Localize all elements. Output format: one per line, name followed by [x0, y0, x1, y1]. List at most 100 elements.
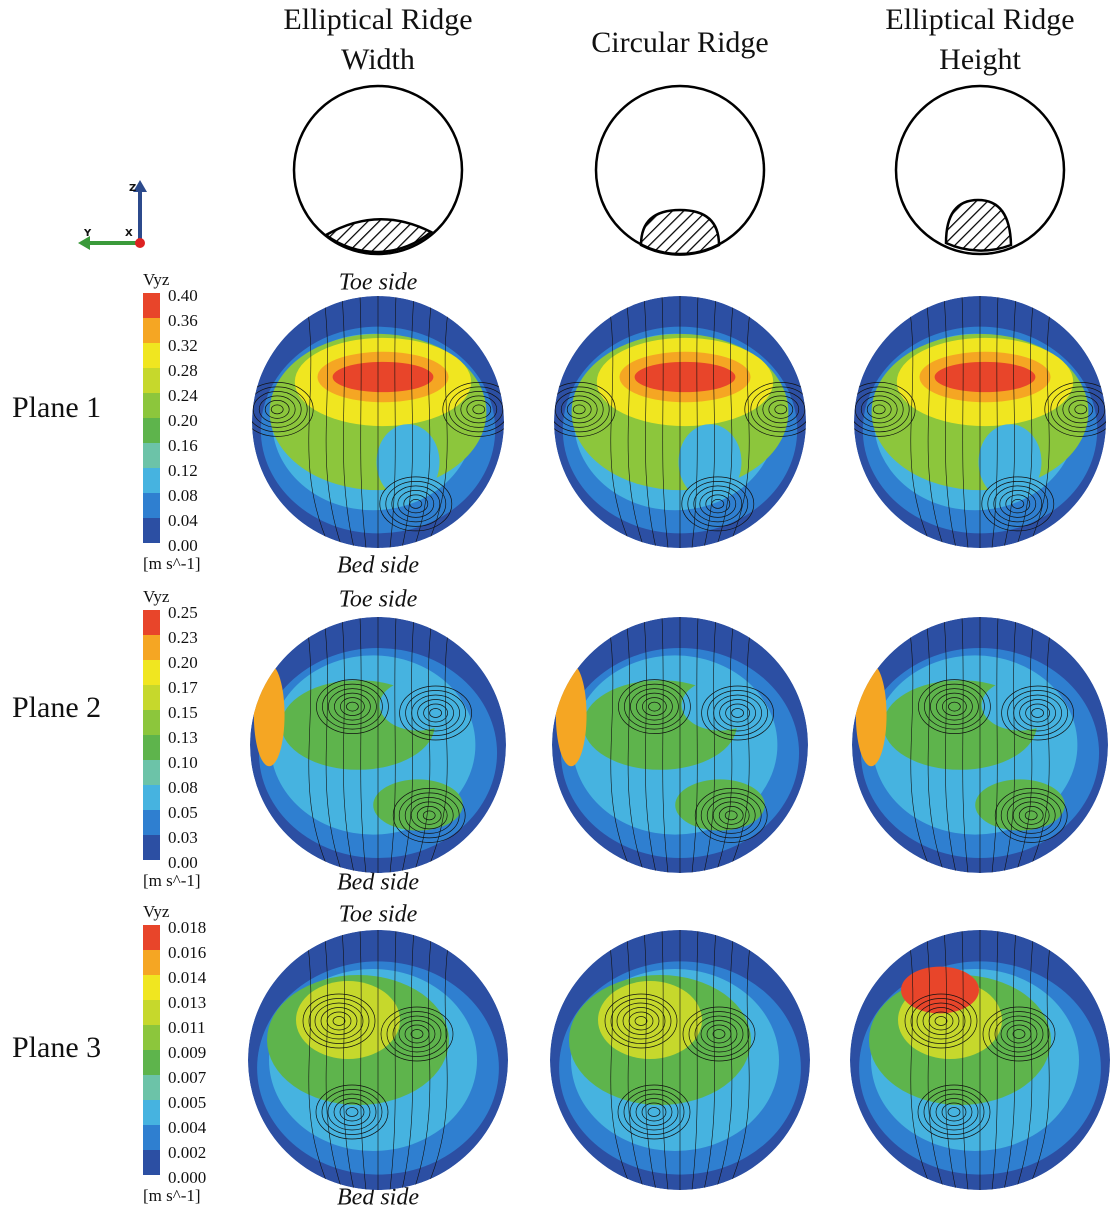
colorbar-band	[143, 493, 160, 518]
contour-band	[333, 362, 434, 392]
contour-band	[935, 362, 1036, 392]
colorbar-tick-label: 0.013	[168, 993, 206, 1012]
colorbar-tick-label: 0.007	[168, 1068, 207, 1087]
column-header: Elliptical Ridge	[283, 3, 472, 36]
colorbar-tick-label: 0.36	[168, 311, 198, 330]
colorbar-title: Vyz	[143, 587, 170, 606]
colorbar-tick-label: 0.28	[168, 361, 198, 380]
colorbar-band	[143, 343, 160, 368]
colorbar-tick-label: 0.004	[168, 1118, 207, 1137]
colorbar-tick-label: 0.40	[168, 286, 198, 305]
column-header: Width	[341, 43, 415, 76]
contour-plot	[250, 617, 506, 873]
colorbar-title: Vyz	[143, 270, 170, 289]
colorbar-band	[143, 810, 160, 835]
contour-plot	[843, 296, 1112, 548]
ridge	[641, 210, 719, 255]
colorbar-unit: [m s^-1]	[143, 554, 201, 573]
axis-label: Y	[83, 228, 92, 239]
colorbar-tick-label: 0.12	[168, 461, 198, 480]
colorbar-band	[143, 660, 160, 685]
colorbar-band	[143, 710, 160, 735]
colorbar-band	[143, 735, 160, 760]
colorbar-band	[143, 368, 160, 393]
contour-plot	[852, 617, 1108, 873]
colorbar-tick-label: 0.05	[168, 803, 198, 822]
colorbar-band	[143, 925, 160, 950]
colorbar-unit: [m s^-1]	[143, 871, 201, 890]
column-header: Circular Ridge	[591, 26, 768, 59]
colorbar-band	[143, 835, 160, 860]
colorbar-tick-label: 0.08	[168, 778, 198, 797]
x-axis	[135, 238, 145, 248]
axis-label: Z	[129, 183, 136, 194]
ridge	[946, 200, 1011, 251]
colorbar-tick-label: 0.04	[168, 511, 198, 530]
side-label: Toe side	[339, 587, 418, 613]
contour-plot	[248, 930, 508, 1190]
colorbar: Vyz0.400.360.320.280.240.200.160.120.080…	[143, 270, 201, 573]
contour-band	[856, 664, 887, 766]
colorbar-tick-label: 0.20	[168, 653, 198, 672]
colorbar-tick-label: 0.32	[168, 336, 198, 355]
column-header: Elliptical Ridge	[885, 3, 1074, 36]
colorbar-tick-label: 0.10	[168, 753, 198, 772]
colorbar-tick-label: 0.018	[168, 918, 206, 937]
axis-triad	[78, 180, 147, 250]
colorbar-band	[143, 393, 160, 418]
colorbar-tick-label: 0.13	[168, 728, 198, 747]
colorbar-band	[143, 318, 160, 343]
colorbar-band	[143, 518, 160, 543]
side-label: Bed side	[337, 553, 419, 579]
colorbar-band	[143, 1100, 160, 1125]
plane-label: Plane 2	[12, 691, 101, 724]
colorbar-band	[143, 1000, 160, 1025]
colorbar-tick-label: 0.00	[168, 853, 198, 872]
colorbar-band	[143, 443, 160, 468]
colorbar-tick-label: 0.17	[168, 678, 198, 697]
colorbar-band	[143, 418, 160, 443]
colorbar-tick-label: 0.16	[168, 436, 198, 455]
colorbar-band	[143, 950, 160, 975]
column-header: Height	[939, 43, 1021, 76]
schematics	[294, 86, 1064, 255]
colorbar-band	[143, 1075, 160, 1100]
colorbar-tick-label: 0.002	[168, 1143, 206, 1162]
contour-plot	[543, 296, 817, 548]
colorbar-band	[143, 468, 160, 493]
plane-label: Plane 1	[12, 391, 101, 424]
colorbar-tick-label: 0.15	[168, 703, 198, 722]
colorbar-tick-label: 0.016	[168, 943, 206, 962]
colorbar-band	[143, 975, 160, 1000]
colorbar-band	[143, 1125, 160, 1150]
colorbar-tick-label: 0.20	[168, 411, 198, 430]
colorbar-band	[143, 1150, 160, 1175]
contour-band	[635, 362, 736, 392]
colorbar-tick-label: 0.25	[168, 603, 198, 622]
colorbar-tick-label: 0.014	[168, 968, 207, 987]
colorbar-tick-label: 0.23	[168, 628, 198, 647]
colorbar-tick-label: 0.08	[168, 486, 198, 505]
contour-band	[556, 664, 587, 766]
colorbar-tick-label: 0.03	[168, 828, 198, 847]
contour-plot	[552, 617, 808, 873]
axis-label: X	[125, 228, 133, 239]
side-label: Toe side	[339, 902, 418, 928]
colorbar-title: Vyz	[143, 902, 170, 921]
colorbar-unit: [m s^-1]	[143, 1186, 201, 1205]
figure: Elliptical Ridge Width Circular Ridge Ellip…	[0, 0, 1112, 1212]
colorbar-band	[143, 785, 160, 810]
contour-plot	[850, 930, 1110, 1190]
contour-plot	[241, 296, 515, 548]
colorbar-tick-label: 0.00	[168, 536, 198, 555]
colorbar-band	[143, 1025, 160, 1050]
contour-band	[254, 664, 285, 766]
colorbar-tick-label: 0.005	[168, 1093, 206, 1112]
colorbar-band	[143, 610, 160, 635]
side-label: Bed side	[337, 870, 419, 896]
colorbar-band	[143, 760, 160, 785]
colorbar-band	[143, 293, 160, 318]
colorbar-tick-label: 0.009	[168, 1043, 206, 1062]
colorbar-band	[143, 685, 160, 710]
